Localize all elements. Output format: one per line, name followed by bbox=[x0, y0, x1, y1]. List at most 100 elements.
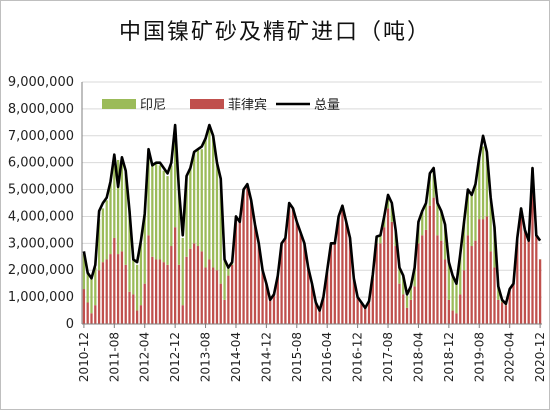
bar-philippines bbox=[113, 237, 116, 324]
bar-philippines bbox=[504, 305, 508, 324]
bar-philippines bbox=[333, 243, 336, 324]
bar-indonesia bbox=[478, 157, 481, 220]
bar-philippines bbox=[405, 307, 409, 324]
x-tick-label: 2017-08 bbox=[381, 332, 395, 382]
x-tick-label: 2020-12 bbox=[533, 332, 547, 382]
bar-philippines bbox=[455, 313, 458, 324]
bar-philippines bbox=[474, 240, 477, 324]
bar-indonesia bbox=[128, 211, 131, 292]
bar-philippines bbox=[356, 297, 359, 324]
legend-label: 总量 bbox=[314, 98, 340, 113]
bar-indonesia bbox=[208, 125, 211, 260]
bar-philippines bbox=[212, 267, 215, 324]
bar-indonesia bbox=[105, 200, 108, 260]
bar-philippines bbox=[272, 294, 276, 324]
bar-philippines bbox=[231, 264, 234, 324]
bar-philippines bbox=[500, 302, 504, 324]
bar-philippines bbox=[238, 221, 241, 324]
bar-philippines bbox=[170, 246, 173, 324]
axes bbox=[81, 82, 542, 325]
bar-philippines bbox=[269, 299, 272, 324]
bar-indonesia bbox=[409, 286, 412, 300]
line-total bbox=[82, 123, 542, 312]
bar-indonesia bbox=[379, 235, 382, 244]
y-tick-label: 4,000,000 bbox=[8, 209, 74, 224]
bar-indonesia bbox=[204, 138, 207, 268]
bar-philippines bbox=[82, 289, 86, 324]
bar-philippines bbox=[295, 221, 298, 324]
bar-philippines bbox=[531, 168, 534, 324]
bar-philippines bbox=[326, 270, 329, 324]
bar-indonesia bbox=[462, 221, 466, 271]
x-tick-label: 2018-04 bbox=[411, 332, 425, 382]
bar-philippines bbox=[493, 267, 496, 324]
bar-philippines bbox=[519, 208, 523, 324]
bar-philippines bbox=[174, 227, 177, 324]
bar-philippines bbox=[489, 251, 492, 324]
bar-philippines bbox=[105, 259, 108, 324]
bar-indonesia bbox=[455, 283, 458, 314]
bar-philippines bbox=[181, 305, 184, 324]
bar-indonesia bbox=[424, 203, 428, 230]
bar-indonesia bbox=[97, 219, 101, 271]
bar-philippines bbox=[390, 221, 393, 324]
bar-philippines bbox=[329, 243, 333, 324]
legend: 印尼 菲律宾 总量 bbox=[102, 97, 340, 113]
bar-philippines bbox=[261, 270, 264, 324]
bar-philippines bbox=[250, 200, 253, 324]
bar-indonesia bbox=[151, 165, 154, 257]
x-tick-label: 2016-04 bbox=[320, 332, 334, 382]
bar-indonesia bbox=[421, 211, 424, 236]
bar-philippines bbox=[497, 299, 500, 324]
x-tick-label: 2014-12 bbox=[259, 332, 273, 382]
bar-philippines bbox=[371, 278, 374, 324]
bar-indonesia bbox=[440, 211, 443, 241]
bar-indonesia bbox=[185, 176, 188, 257]
x-tick-label: 2013-08 bbox=[199, 332, 213, 382]
bar-indonesia bbox=[116, 159, 120, 255]
bar-philippines bbox=[337, 216, 340, 324]
bar-indonesia bbox=[212, 135, 215, 268]
bar-philippines bbox=[139, 305, 143, 324]
bar-philippines bbox=[386, 208, 390, 324]
bar-philippines bbox=[428, 205, 431, 324]
bar-philippines bbox=[124, 264, 127, 324]
y-tick-label: 8,000,000 bbox=[8, 102, 74, 117]
bar-philippines bbox=[242, 189, 245, 324]
y-tick-labels: 0 1,000,000 2,000,000 3,000,000 4,000,000 5,0… bbox=[8, 75, 74, 332]
y-tick-label: 9,000,000 bbox=[8, 75, 74, 90]
bar-indonesia bbox=[193, 151, 196, 244]
bar-philippines bbox=[440, 240, 443, 324]
bar-philippines bbox=[443, 259, 447, 324]
bar-philippines bbox=[215, 270, 219, 324]
bar-philippines bbox=[314, 302, 317, 324]
bar-philippines bbox=[128, 291, 131, 324]
bar-philippines bbox=[90, 313, 93, 324]
bar-philippines bbox=[383, 227, 386, 324]
bar-philippines bbox=[485, 216, 489, 324]
x-tick-label: 2020-04 bbox=[503, 332, 517, 382]
bar-philippines bbox=[421, 235, 424, 324]
bar-philippines bbox=[348, 237, 352, 324]
x-tick-label: 2014-04 bbox=[229, 332, 243, 382]
bar-philippines bbox=[177, 264, 181, 324]
bar-philippines bbox=[276, 275, 279, 324]
bar-philippines bbox=[462, 270, 466, 324]
bar-philippines bbox=[451, 310, 454, 324]
bar-philippines bbox=[527, 240, 530, 324]
bar-philippines bbox=[417, 243, 420, 324]
bar-indonesia bbox=[124, 170, 127, 265]
bar-indonesia bbox=[390, 203, 393, 222]
bar-philippines bbox=[413, 286, 416, 324]
bar-philippines bbox=[223, 299, 226, 324]
bar-philippines bbox=[151, 256, 154, 324]
bar-indonesia bbox=[474, 184, 477, 241]
bar-indonesia bbox=[139, 243, 143, 306]
bar-philippines bbox=[158, 259, 162, 324]
bar-philippines bbox=[204, 267, 207, 324]
bar-philippines bbox=[193, 243, 196, 324]
bar-philippines bbox=[478, 219, 481, 324]
bar-philippines bbox=[535, 235, 538, 324]
bar-indonesia bbox=[174, 127, 177, 228]
